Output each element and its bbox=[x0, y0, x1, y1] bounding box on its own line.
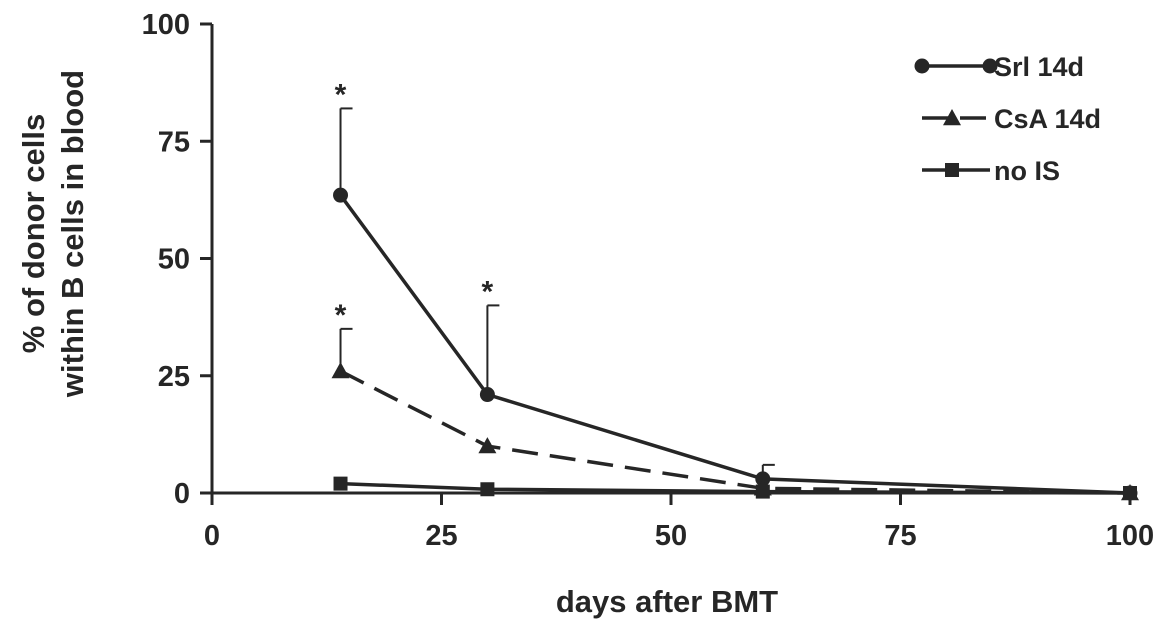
x-axis-title: days after BMT bbox=[556, 584, 778, 619]
legend-marker bbox=[982, 58, 998, 74]
legend: Srl 14d CsA 14d no IS bbox=[914, 52, 1101, 186]
data-point bbox=[755, 471, 771, 487]
legend-entry: CsA 14d bbox=[922, 104, 1101, 134]
data-point bbox=[478, 437, 497, 454]
legend-label: Srl 14d bbox=[994, 52, 1084, 82]
x-tick-label: 25 bbox=[425, 520, 457, 552]
series-no-is bbox=[333, 476, 1137, 500]
x-tick-label: 50 bbox=[655, 520, 687, 552]
data-point bbox=[333, 476, 348, 491]
legend-marker bbox=[945, 163, 959, 177]
series-layer bbox=[331, 107, 1139, 501]
data-point bbox=[755, 484, 770, 499]
x-tick-label: 0 bbox=[204, 520, 220, 552]
legend-entry: no IS bbox=[922, 156, 1060, 186]
data-point bbox=[331, 362, 350, 379]
series-line bbox=[339, 194, 1131, 495]
y-tick-label: 75 bbox=[158, 126, 190, 158]
x-tick-label: 100 bbox=[1106, 520, 1154, 552]
legend-label: no IS bbox=[994, 156, 1060, 186]
series-csa-14d bbox=[331, 327, 1139, 501]
x-tick-label: 75 bbox=[884, 520, 916, 552]
series-line bbox=[340, 481, 1131, 495]
data-point bbox=[480, 482, 495, 497]
significance-star: * bbox=[335, 299, 347, 332]
y-tick-label: 25 bbox=[158, 361, 190, 393]
series-srl-14d bbox=[333, 107, 1138, 501]
y-tick-label: 0 bbox=[174, 478, 190, 510]
significance-star: * bbox=[482, 275, 494, 308]
y-ticks: 0 25 50 75 100 bbox=[142, 9, 212, 510]
y-tick-label: 50 bbox=[158, 244, 190, 276]
data-point bbox=[479, 387, 495, 403]
data-point bbox=[333, 187, 349, 203]
data-point bbox=[1123, 486, 1137, 500]
significance-star: * bbox=[335, 78, 347, 111]
y-axis-title-line-1: % of donor cells bbox=[16, 114, 51, 353]
legend-entry: Srl 14d bbox=[914, 52, 1084, 82]
series-line bbox=[339, 369, 1131, 495]
legend-marker bbox=[914, 58, 930, 74]
legend-marker bbox=[943, 109, 961, 126]
annotation-layer: * * * bbox=[335, 78, 494, 331]
y-axis-title: % of donor cells within B cells in blood bbox=[16, 70, 90, 398]
y-axis-title-line-2: within B cells in blood bbox=[55, 70, 90, 398]
y-tick-label: 100 bbox=[142, 9, 190, 41]
x-ticks: 0 25 50 75 100 bbox=[204, 493, 1154, 552]
axes: 0 25 50 75 100 0 25 50 75 100 bbox=[142, 9, 1155, 552]
legend-label: CsA 14d bbox=[994, 104, 1101, 134]
